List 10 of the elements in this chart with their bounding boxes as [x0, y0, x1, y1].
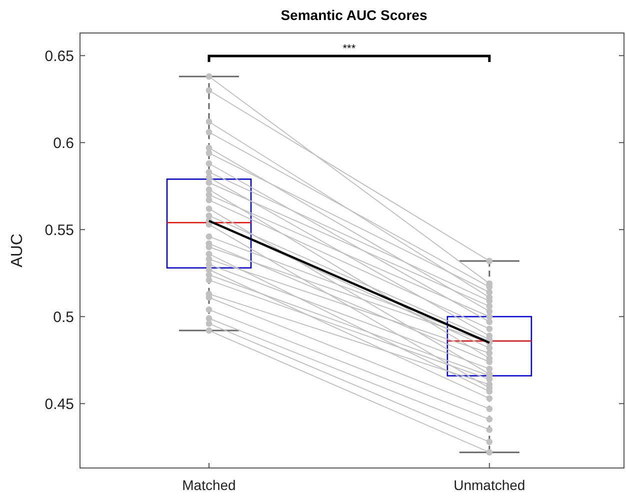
y-tick-label: 0.45 — [44, 396, 74, 413]
y-tick-label: 0.55 — [44, 222, 74, 239]
x-tick-label: Unmatched — [454, 477, 526, 493]
y-tick-label: 0.65 — [44, 48, 74, 65]
y-tick-label: 0.6 — [53, 134, 74, 152]
y-axis-title: AUC — [9, 234, 26, 268]
x-tick-label: Matched — [182, 477, 236, 493]
chart-title: Semantic AUC Scores — [280, 7, 428, 23]
annotation: *** — [342, 43, 356, 55]
y-tick-label: 0.5 — [53, 308, 74, 326]
